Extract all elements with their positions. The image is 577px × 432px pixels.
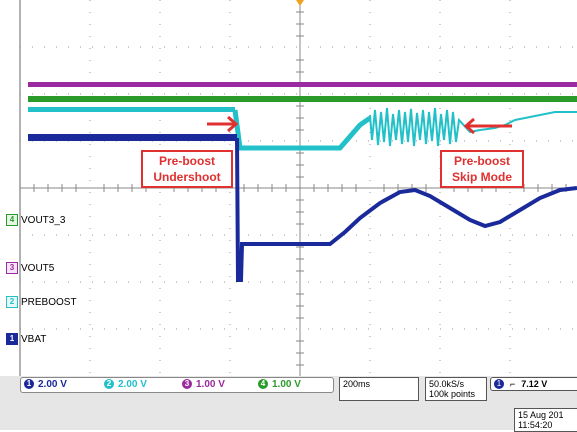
channel-label-vbat: 1 VBAT <box>6 333 46 345</box>
ch3-scale[interactable]: 3 1.00 V <box>182 378 225 390</box>
channel-label-vout5: 3 VOUT5 <box>6 262 54 274</box>
skip-mode-arrow <box>463 117 512 135</box>
vbat-trace <box>28 134 577 282</box>
channel-3-badge: 3 <box>6 262 18 274</box>
ch4-scale-value: 1.00 V <box>272 378 301 390</box>
undershoot-annotation-line1: Pre-boost <box>158 154 215 168</box>
vout3_3-trace <box>28 96 577 102</box>
preboost-trace <box>28 107 577 151</box>
channel-4-name: VOUT3_3 <box>21 214 66 226</box>
acquisition-readout[interactable]: 50.0kS/s 100k points <box>425 377 487 401</box>
record-length-value: 100k points <box>429 389 476 399</box>
channel-1-badge: 1 <box>6 333 18 345</box>
skip-mode-annotation-line2: Skip Mode <box>451 170 512 184</box>
trigger-readout[interactable]: 1 ⌐ 7.12 V <box>490 377 577 391</box>
ch4-scale[interactable]: 4 1.00 V <box>258 378 301 390</box>
channel-label-preboost: 2 PREBOOST <box>6 296 77 308</box>
ch3-scale-badge: 3 <box>182 379 192 389</box>
undershoot-arrow <box>207 115 239 133</box>
trigger-source-badge: 1 <box>494 379 504 389</box>
time-value: 11:54:20 <box>518 420 553 430</box>
channel-label-vout3_3: 4 VOUT3_3 <box>6 214 65 226</box>
date-value: 15 Aug 201 <box>518 410 564 420</box>
trigger-position-marker <box>296 0 304 6</box>
trigger-slope-icon: ⌐ <box>510 379 516 389</box>
ch2-scale-badge: 2 <box>104 379 114 389</box>
skip-mode-annotation: Pre-boost Skip Mode <box>440 150 524 188</box>
ch2-scale[interactable]: 2 2.00 V <box>104 378 147 390</box>
channel-2-name: PREBOOST <box>21 296 77 308</box>
ch1-scale-value: 2.00 V <box>38 378 67 390</box>
skip-mode-annotation-line1: Pre-boost <box>453 154 510 168</box>
ch4-scale-badge: 4 <box>258 379 268 389</box>
ch3-scale-value: 1.00 V <box>196 378 225 390</box>
graticule <box>19 0 577 376</box>
vertical-scale-readout[interactable] <box>20 377 334 393</box>
datetime-readout: 15 Aug 201 11:54:20 <box>514 408 577 432</box>
channel-3-name: VOUT5 <box>21 262 55 274</box>
ch1-scale[interactable]: 1 2.00 V <box>24 378 67 390</box>
trigger-level-value: 7.12 V <box>521 379 548 389</box>
sample-rate-value: 50.0kS/s <box>429 379 465 389</box>
timebase-value: 200ms <box>343 379 371 389</box>
channel-2-badge: 2 <box>6 296 18 308</box>
undershoot-annotation: Pre-boost Undershoot <box>141 150 233 188</box>
ch1-scale-badge: 1 <box>24 379 34 389</box>
undershoot-annotation-line2: Undershoot <box>153 170 221 184</box>
channel-1-name: VBAT <box>21 333 47 345</box>
ch2-scale-value: 2.00 V <box>118 378 147 390</box>
timebase-readout[interactable]: 200ms <box>339 377 419 401</box>
channel-4-badge: 4 <box>6 214 18 226</box>
vout5-trace <box>28 82 577 87</box>
